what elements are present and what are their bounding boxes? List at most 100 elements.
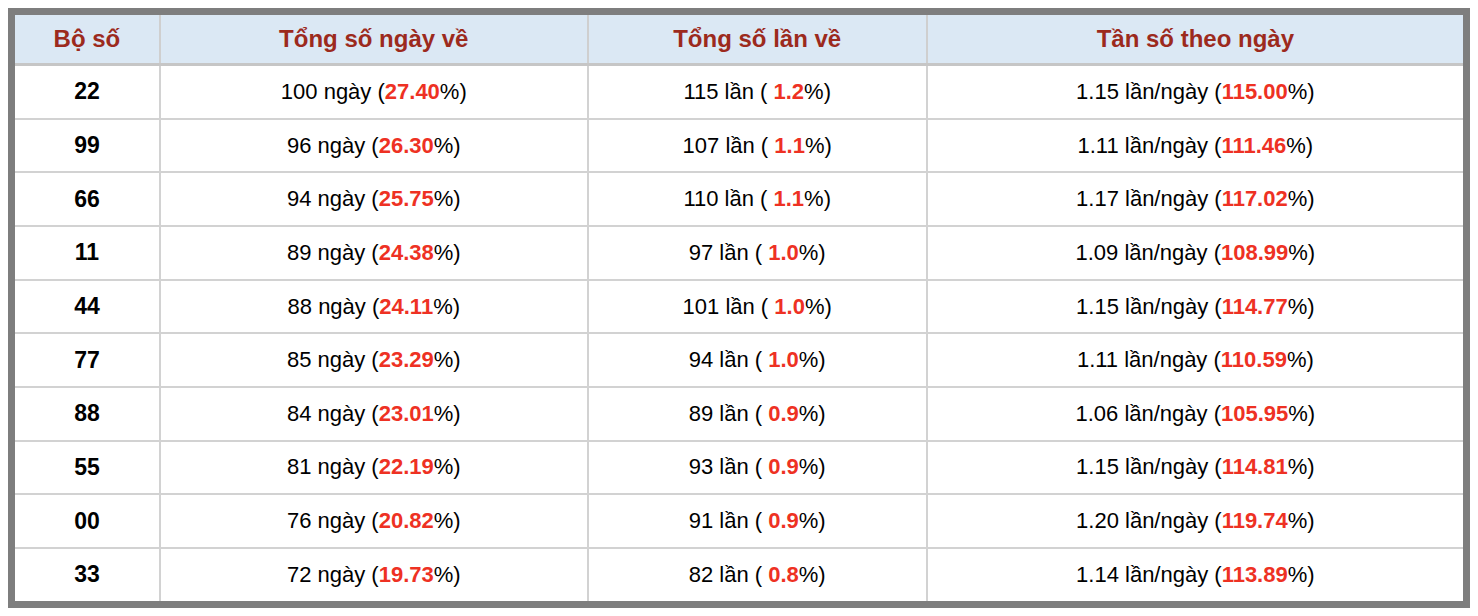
column-header-days: Tổng số ngày về: [160, 12, 588, 65]
cell-text: 101 lần (: [683, 294, 775, 319]
freq-cell: 1.15 lần/ngày (115.00%): [927, 65, 1467, 119]
highlighted-percentage: 1.0: [774, 294, 805, 319]
cell-text: %): [1288, 186, 1315, 211]
pair-cell: 22: [12, 65, 160, 119]
freq-cell: 1.20 lần/ngày (119.74%): [927, 494, 1467, 548]
days-cell: 72 ngày (19.73%): [160, 548, 588, 605]
cell-text: %): [805, 294, 832, 319]
times-cell: 97 lần ( 1.0%): [588, 226, 927, 280]
highlighted-percentage: 110.59: [1221, 347, 1287, 372]
cell-text: 1.15 lần/ngày (: [1076, 294, 1222, 319]
cell-text: 1.09 lần/ngày (: [1075, 240, 1221, 265]
cell-text: 82 lần (: [689, 562, 769, 587]
cell-text: %): [1288, 79, 1315, 104]
column-header-times: Tổng số lần về: [588, 12, 927, 65]
highlighted-percentage: 1.0: [768, 240, 799, 265]
cell-text: 100 ngày (: [281, 79, 385, 104]
cell-text: 84 ngày (: [287, 401, 379, 426]
cell-text: %): [799, 562, 826, 587]
times-cell: 110 lần ( 1.1%): [588, 172, 927, 226]
freq-cell: 1.09 lần/ngày (108.99%): [927, 226, 1467, 280]
highlighted-percentage: 26.30: [379, 133, 434, 158]
cell-text: %): [799, 454, 826, 479]
cell-text: %): [433, 294, 460, 319]
cell-text: %): [434, 454, 461, 479]
times-cell: 101 lần ( 1.0%): [588, 280, 927, 334]
pair-cell: 00: [12, 494, 160, 548]
highlighted-percentage: 114.81: [1222, 454, 1288, 479]
days-cell: 81 ngày (22.19%): [160, 441, 588, 495]
pair-cell: 66: [12, 172, 160, 226]
pair-cell: 44: [12, 280, 160, 334]
column-header-pair: Bộ số: [12, 12, 160, 65]
highlighted-percentage: 115.00: [1222, 79, 1288, 104]
highlighted-percentage: 117.02: [1222, 186, 1288, 211]
pair-cell: 99: [12, 119, 160, 173]
cell-text: %): [805, 133, 832, 158]
cell-text: %): [799, 347, 826, 372]
cell-text: 81 ngày (: [287, 454, 379, 479]
cell-text: 1.15 lần/ngày (: [1076, 454, 1222, 479]
highlighted-percentage: 1.1: [774, 133, 805, 158]
highlighted-percentage: 1.1: [773, 186, 804, 211]
cell-text: %): [1288, 294, 1315, 319]
cell-text: %): [434, 186, 461, 211]
highlighted-percentage: 114.77: [1222, 294, 1288, 319]
cell-text: %): [799, 508, 826, 533]
cell-text: %): [434, 347, 461, 372]
page: Bộ số Tổng số ngày về Tổng số lần về Tần…: [0, 0, 1478, 616]
freq-cell: 1.11 lần/ngày (110.59%): [927, 333, 1467, 387]
cell-text: %): [434, 133, 461, 158]
pair-cell: 55: [12, 441, 160, 495]
freq-cell: 1.15 lần/ngày (114.77%): [927, 280, 1467, 334]
cell-text: 85 ngày (: [287, 347, 379, 372]
highlighted-percentage: 105.95: [1221, 401, 1288, 426]
days-cell: 89 ngày (24.38%): [160, 226, 588, 280]
times-cell: 107 lần ( 1.1%): [588, 119, 927, 173]
highlighted-percentage: 108.99: [1221, 240, 1288, 265]
cell-text: 89 lần (: [689, 401, 769, 426]
cell-text: %): [804, 186, 831, 211]
table-row: 4488 ngày (24.11%)101 lần ( 1.0%)1.15 lầ…: [12, 280, 1467, 334]
pair-cell: 88: [12, 387, 160, 441]
cell-text: 72 ngày (: [287, 562, 379, 587]
times-cell: 82 lần ( 0.8%): [588, 548, 927, 605]
pair-cell: 77: [12, 333, 160, 387]
header-row: Bộ số Tổng số ngày về Tổng số lần về Tần…: [12, 12, 1467, 65]
table-row: 1189 ngày (24.38%)97 lần ( 1.0%)1.09 lần…: [12, 226, 1467, 280]
cell-text: %): [1288, 454, 1315, 479]
freq-cell: 1.06 lần/ngày (105.95%): [927, 387, 1467, 441]
days-cell: 84 ngày (23.01%): [160, 387, 588, 441]
cell-text: 96 ngày (: [287, 133, 379, 158]
table-header: Bộ số Tổng số ngày về Tổng số lần về Tần…: [12, 12, 1467, 65]
cell-text: 94 ngày (: [287, 186, 379, 211]
highlighted-percentage: 0.8: [768, 562, 799, 587]
highlighted-percentage: 24.38: [379, 240, 434, 265]
freq-cell: 1.15 lần/ngày (114.81%): [927, 441, 1467, 495]
times-cell: 91 lần ( 0.9%): [588, 494, 927, 548]
cell-text: 1.17 lần/ngày (: [1076, 186, 1222, 211]
highlighted-percentage: 25.75: [379, 186, 434, 211]
table-row: 0076 ngày (20.82%)91 lần ( 0.9%)1.20 lần…: [12, 494, 1467, 548]
cell-text: %): [1288, 562, 1315, 587]
column-header-freq: Tần số theo ngày: [927, 12, 1467, 65]
highlighted-percentage: 22.19: [379, 454, 434, 479]
cell-text: %): [1288, 508, 1315, 533]
highlighted-percentage: 111.46: [1221, 133, 1286, 158]
days-cell: 96 ngày (26.30%): [160, 119, 588, 173]
freq-cell: 1.14 lần/ngày (113.89%): [927, 548, 1467, 605]
cell-text: 93 lần (: [689, 454, 769, 479]
highlighted-percentage: 119.74: [1222, 508, 1288, 533]
days-cell: 76 ngày (20.82%): [160, 494, 588, 548]
highlighted-percentage: 20.82: [379, 508, 434, 533]
freq-cell: 1.17 lần/ngày (117.02%): [927, 172, 1467, 226]
cell-text: %): [799, 401, 826, 426]
highlighted-percentage: 0.9: [768, 508, 799, 533]
table-row: 7785 ngày (23.29%)94 lần ( 1.0%)1.11 lần…: [12, 333, 1467, 387]
cell-text: %): [434, 401, 461, 426]
times-cell: 94 lần ( 1.0%): [588, 333, 927, 387]
cell-text: 1.11 lần/ngày (: [1077, 347, 1221, 372]
cell-text: %): [434, 240, 461, 265]
cell-text: %): [804, 79, 831, 104]
table-row: 3372 ngày (19.73%)82 lần ( 0.8%)1.14 lần…: [12, 548, 1467, 605]
